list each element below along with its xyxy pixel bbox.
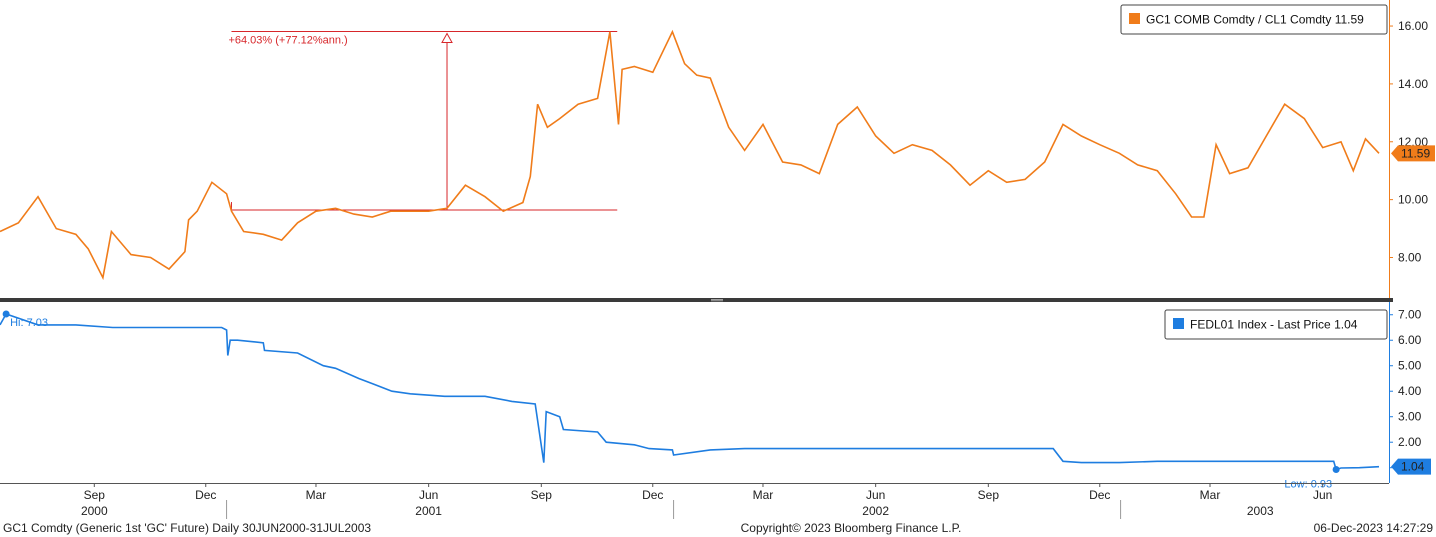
x-tick-label: Dec bbox=[642, 488, 663, 502]
x-year-label: 2001 bbox=[415, 504, 442, 518]
x-tick-label: Jun bbox=[1313, 488, 1332, 502]
ratio-last-value-tag: 11.59 bbox=[1391, 145, 1435, 162]
x-tick-label: Dec bbox=[195, 488, 216, 502]
y-tick-label: 6.00 bbox=[1398, 333, 1422, 347]
x-tick-label: Sep bbox=[978, 488, 1000, 502]
ratio-series-line bbox=[0, 29, 1380, 281]
x-axis-month-labels: JunSepDecMarJunSepDecMarJunSepDecMarJun bbox=[84, 483, 1332, 502]
fed-annotations: Hi: 7.03 Low: 0.93 bbox=[2, 310, 1340, 490]
x-year-label: 2000 bbox=[81, 504, 108, 518]
x-tick-label: Sep bbox=[531, 488, 553, 502]
high-marker bbox=[2, 310, 10, 318]
y-tick-label: 3.00 bbox=[1398, 410, 1422, 424]
fed-last-value-tag: 1.04 bbox=[1391, 458, 1431, 475]
ratio-legend-box bbox=[1120, 4, 1388, 35]
annotation-arrow-head bbox=[441, 32, 453, 44]
fed-legend-swatch bbox=[1173, 318, 1184, 329]
x-tick-label: Sep bbox=[84, 488, 106, 502]
low-label: Low: 0.93 bbox=[1284, 478, 1332, 490]
y-tick-label: 8.00 bbox=[1398, 250, 1422, 264]
y-tick-label: 4.00 bbox=[1398, 384, 1422, 398]
fed-last-value-label: 1.04 bbox=[1401, 460, 1425, 474]
ratio-legend: GC1 COMB Comdty / CL1 Comdty 11.59 bbox=[1120, 4, 1388, 35]
fed-legend-box bbox=[1164, 309, 1388, 340]
x-tick-label: Mar bbox=[306, 488, 327, 502]
high-label: Hi: 7.03 bbox=[10, 317, 48, 329]
ratio-panel: 8.00 10.00 12.00 14.00 16.00 +64.03% (+77.12… bbox=[0, 0, 1435, 298]
y-tick-label: 14.00 bbox=[1398, 77, 1428, 91]
x-axis: JunSepDecMarJunSepDecMarJunSepDecMarJun … bbox=[0, 483, 1389, 519]
fed-series-line bbox=[0, 313, 1380, 471]
ratio-annotation: +64.03% (+77.12%ann.) bbox=[228, 31, 618, 211]
panel-divider[interactable] bbox=[0, 298, 1393, 302]
ratio-y-axis: 8.00 10.00 12.00 14.00 16.00 bbox=[1389, 19, 1428, 264]
x-year-label: 2002 bbox=[862, 504, 889, 518]
x-axis-year-dividers bbox=[226, 500, 1122, 519]
ratio-last-value-label: 11.59 bbox=[1401, 146, 1430, 160]
y-tick-label: 7.00 bbox=[1398, 308, 1422, 322]
low-marker bbox=[1332, 465, 1340, 473]
x-year-label: 2003 bbox=[1247, 504, 1274, 518]
x-axis-year-labels: 2000 2001 2002 2003 bbox=[81, 504, 1274, 518]
x-tick-label: Jun bbox=[866, 488, 885, 502]
fed-legend: FEDL01 Index - Last Price 1.04 bbox=[1164, 309, 1388, 340]
footer: GC1 Comdty (Generic 1st 'GC' Future) Dai… bbox=[3, 521, 1433, 535]
footer-security-info: GC1 Comdty (Generic 1st 'GC' Future) Dai… bbox=[3, 521, 371, 535]
y-tick-label: 10.00 bbox=[1398, 193, 1428, 207]
annotation-label: +64.03% (+77.12%ann.) bbox=[228, 35, 347, 47]
panel-divider-grip[interactable] bbox=[711, 299, 723, 302]
ratio-legend-swatch bbox=[1129, 13, 1140, 24]
y-tick-label: 2.00 bbox=[1398, 435, 1422, 449]
footer-timestamp: 06-Dec-2023 14:27:29 bbox=[1314, 521, 1434, 535]
fed-funds-panel: 1.002.003.004.005.006.007.00 Hi: 7.03Low… bbox=[0, 302, 1431, 490]
y-tick-label: 16.00 bbox=[1398, 19, 1428, 33]
x-tick-label: Dec bbox=[1089, 488, 1110, 502]
ratio-last-value-marker bbox=[1391, 145, 1435, 162]
fed-last-value-marker bbox=[1391, 458, 1431, 475]
footer-copyright: Copyright© 2023 Bloomberg Finance L.P. bbox=[741, 521, 962, 535]
fed-legend-label: FEDL01 Index - Last Price 1.04 bbox=[1190, 318, 1358, 332]
x-tick-label: Jun bbox=[419, 488, 438, 502]
x-tick-label: Mar bbox=[753, 488, 774, 502]
y-tick-label: 12.00 bbox=[1398, 135, 1428, 149]
ratio-legend-label: GC1 COMB Comdty / CL1 Comdty 11.59 bbox=[1146, 13, 1364, 27]
y-tick-label: 5.00 bbox=[1398, 359, 1422, 373]
x-tick-label: Mar bbox=[1200, 488, 1221, 502]
